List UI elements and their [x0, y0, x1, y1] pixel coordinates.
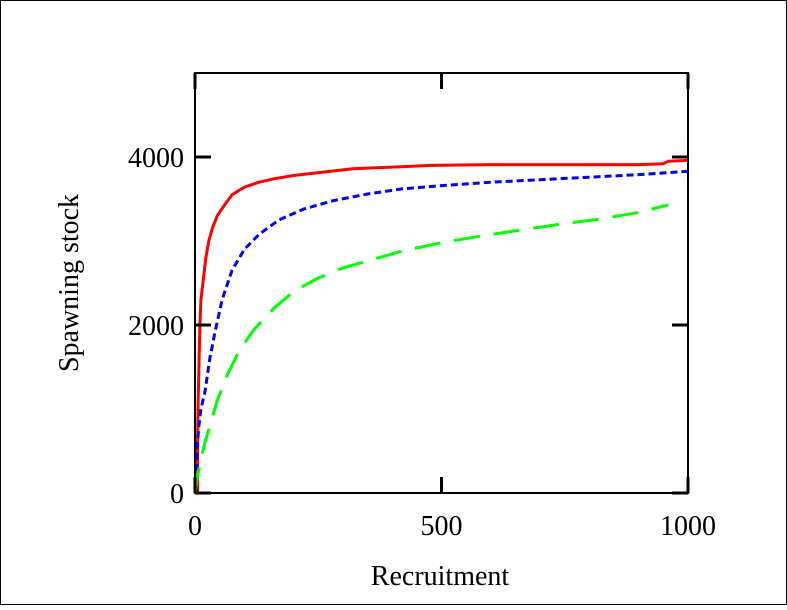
series-line-3 [195, 203, 669, 493]
x-axis-label: Recruitment [371, 561, 510, 592]
series-layer [195, 158, 688, 493]
series-line-2 [195, 169, 688, 493]
y-tick-label: 0 [170, 479, 184, 510]
y-tick-label: 2000 [128, 311, 184, 342]
x-tick-label: 500 [421, 511, 463, 542]
x-tick-label: 1000 [660, 511, 716, 542]
tick-layer: 0 500 1000 0 2000 4000 [128, 73, 716, 542]
series-line-1 [196, 158, 688, 493]
x-tick-label: 0 [188, 511, 202, 542]
y-tick-label: 4000 [128, 143, 184, 174]
y-axis-label: Spawning stock [54, 194, 85, 372]
